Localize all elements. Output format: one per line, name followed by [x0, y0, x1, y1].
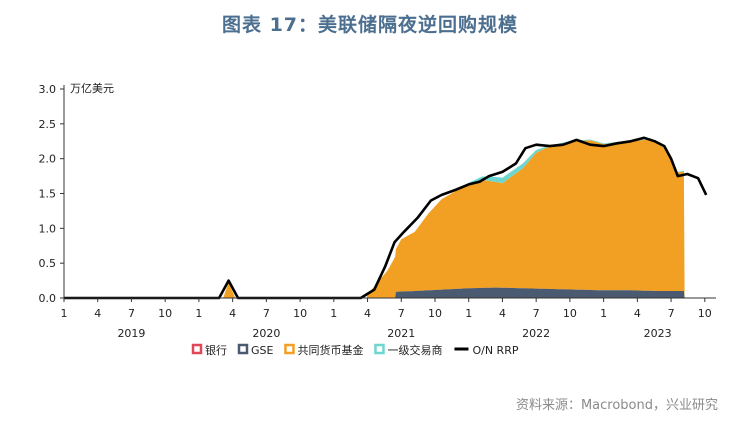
legend-label: 银行 [205, 343, 227, 357]
x-tick-label: 1 [330, 307, 337, 320]
x-tick-label: 10 [428, 307, 442, 320]
x-tick-label: 7 [128, 307, 135, 320]
x-tick-label: 1 [600, 307, 607, 320]
x-tick-label: 10 [563, 307, 577, 320]
x-tick-label: 10 [158, 307, 172, 320]
area-共同货币基金 [360, 139, 687, 298]
plot-area [64, 136, 708, 300]
x-tick-label: 7 [398, 307, 405, 320]
x-tick-label: 7 [668, 307, 675, 320]
y-tick-label: 2.0 [39, 153, 57, 166]
legend-swatch [191, 343, 203, 355]
line-O/N RRP [64, 136, 708, 300]
y-tick-label: 2.5 [39, 118, 57, 131]
area-2020-spike [223, 282, 236, 298]
y-tick-label: 0.0 [39, 292, 57, 305]
x-year-label: 2019 [117, 327, 145, 340]
x-tick-label: 1 [195, 307, 202, 320]
x-year-label: 2020 [252, 327, 280, 340]
x-tick-label: 7 [263, 307, 270, 320]
legend-swatch [374, 343, 385, 355]
x-year-label: 2022 [522, 327, 550, 340]
x-tick-label: 4 [229, 307, 236, 320]
x-tick-label: 4 [499, 307, 506, 320]
x-tick-label: 1 [465, 307, 472, 320]
legend-label: O/N RRP [472, 344, 518, 357]
legend-swatch [237, 343, 249, 355]
area-GSE [360, 287, 687, 298]
x-tick-label: 7 [533, 307, 540, 320]
x-tick-label: 10 [293, 307, 307, 320]
x-tick-label: 4 [634, 307, 641, 320]
x-year-label: 2021 [387, 327, 415, 340]
legend-label: 一级交易商 [387, 343, 442, 357]
x-tick-label: 10 [698, 307, 712, 320]
legend-swatch [284, 343, 295, 355]
x-tick-label: 4 [364, 307, 371, 320]
x-year-label: 2023 [644, 327, 672, 340]
x-tick-label: 4 [94, 307, 101, 320]
y-tick-label: 0.5 [39, 257, 57, 270]
y-tick-label: 1.0 [39, 222, 57, 235]
y-tick-label: 3.0 [39, 83, 57, 96]
chart-title: 图表 17：美联储隔夜逆回购规模 [221, 14, 519, 36]
axes: 0.0 0.5 1.0 1.5 2.0 2.5 3.0 1 4 7 10 1 4 7 10 1 4 7 10 1 4 7 1… [39, 83, 716, 340]
legend: 银行 GSE 共同货币基金 一级交易商 O/N RRP [191, 343, 519, 357]
legend-label: GSE [251, 344, 274, 357]
legend-label: 共同货币基金 [297, 343, 363, 357]
source-note: 资料来源：Macrobond，兴业研究 [515, 398, 718, 413]
x-tick-label: 1 [61, 307, 68, 320]
y-tick-label: 1.5 [39, 188, 57, 201]
y-unit-label: 万亿美元 [70, 82, 114, 95]
